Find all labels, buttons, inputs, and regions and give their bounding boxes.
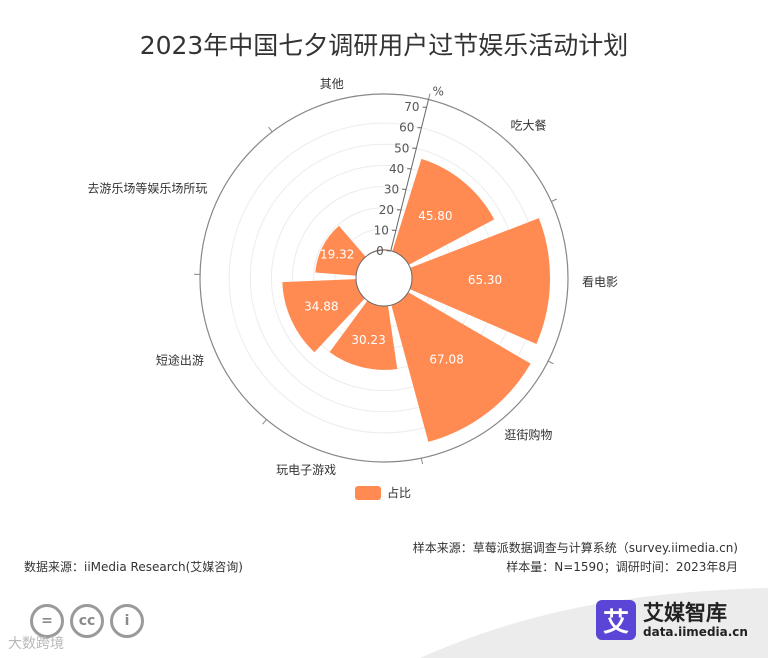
cc-icon: cc <box>70 604 104 638</box>
brand-logo: 艾 艾媒智库 data.iimedia.cn <box>596 600 748 640</box>
bar-value-label: 65.30 <box>468 273 502 287</box>
logo-url: data.iimedia.cn <box>643 624 748 639</box>
category-label: 玩电子游戏 <box>276 463 336 477</box>
chart-title: 2023年中国七夕调研用户过节娱乐活动计划 <box>139 31 629 60</box>
bar-1 <box>409 218 551 345</box>
watermark-text: 大数跨境 <box>8 636 64 652</box>
bar-5 <box>315 225 366 276</box>
angle-tick <box>428 93 431 100</box>
legend-swatch <box>355 486 381 500</box>
footer-band <box>420 588 768 658</box>
radius-tick-label: 10 <box>374 223 389 237</box>
equals-icon: = <box>30 604 64 638</box>
angle-tick <box>551 198 558 202</box>
category-label: 逛街购物 <box>504 427 552 442</box>
bar-value-label: 30.23 <box>351 333 385 347</box>
bar-value-label: 19.32 <box>320 247 354 261</box>
bar-value-label: 34.88 <box>304 300 338 314</box>
bar-0 <box>392 158 495 265</box>
angle-tick <box>547 360 554 365</box>
bar-value-label: 0.36 <box>363 235 390 249</box>
license-icons: = cc i <box>30 604 144 638</box>
bar-3 <box>329 300 398 370</box>
radius-tick-label: 60 <box>399 121 414 135</box>
category-label: 去游乐场等娱乐场所玩 <box>87 182 207 196</box>
bar-value-label: 67.08 <box>429 353 463 367</box>
inner-hole <box>355 249 413 307</box>
radius-tick-label: 40 <box>389 162 404 176</box>
radius-unit-label: % <box>433 84 444 98</box>
bar-4 <box>282 279 365 353</box>
radius-tick-label: 0 <box>376 244 384 258</box>
data-source-note: 数据来源：iiMedia Research(艾媒咨询) <box>24 560 243 574</box>
sample-source-note: 样本来源：草莓派数据调查与计算系统（survey.iimedia.cn) <box>412 541 738 555</box>
category-label: 其他 <box>320 77 344 91</box>
person-icon: i <box>110 604 144 638</box>
radius-tick-label: 50 <box>394 141 409 155</box>
logo-mark-icon: 艾 <box>596 600 636 640</box>
polar-bar-chart: 45.80 吃大餐 65.30 看电影 67.08 逛街购物 30.23 玩电子游戏 34.88… <box>87 77 618 500</box>
category-label: 看电影 <box>582 275 618 289</box>
legend-label: 占比 <box>387 485 411 500</box>
category-label: 吃大餐 <box>511 118 547 133</box>
bar-value-label: 45.80 <box>418 209 452 223</box>
bar-2 <box>391 292 531 442</box>
angle-tick <box>420 458 424 465</box>
angle-tick <box>262 419 267 425</box>
logo-name: 艾媒智库 <box>643 600 727 625</box>
sample-size-note: 样本量：N=1590；调研时间：2023年8月 <box>506 560 738 574</box>
radius-tick-label: 70 <box>404 100 419 114</box>
angle-tick <box>268 126 273 133</box>
outer-ring <box>199 93 569 463</box>
category-label: 短途出游 <box>156 352 204 367</box>
radius-tick-label: 20 <box>379 203 394 217</box>
radius-tick-label: 30 <box>384 182 399 196</box>
radius-axis <box>390 99 429 251</box>
